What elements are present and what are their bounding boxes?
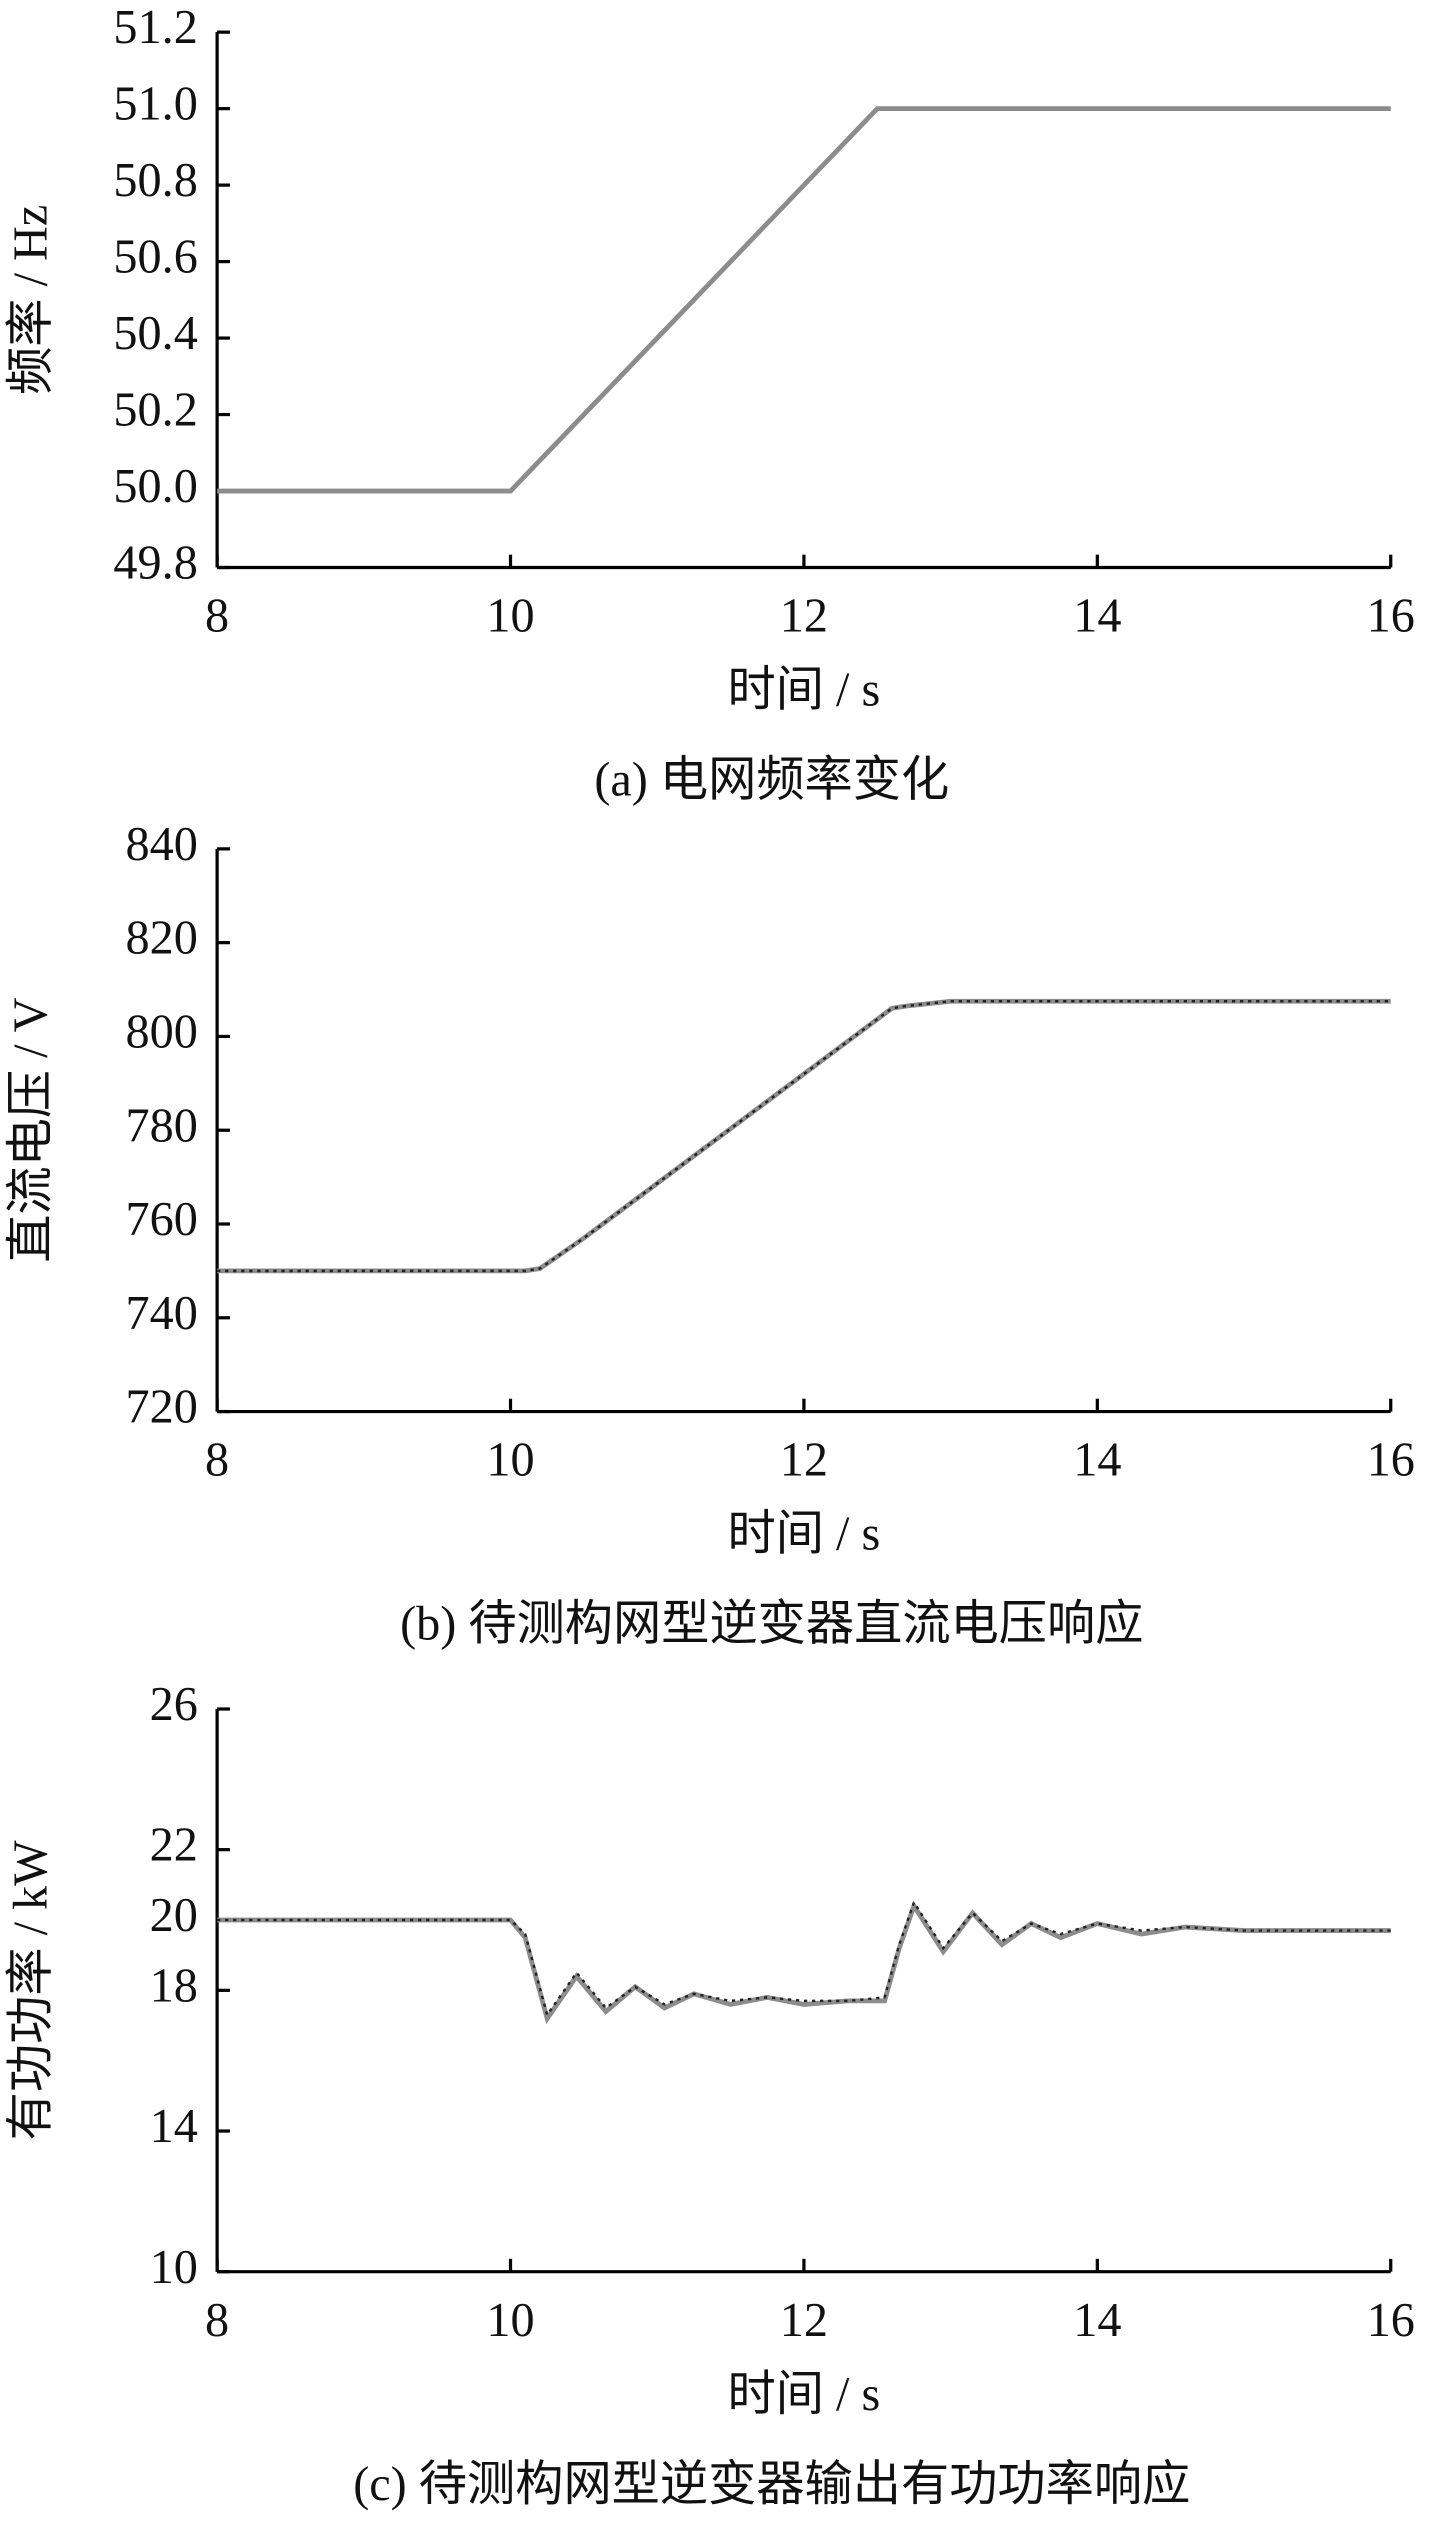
x-tick-label: 12 — [780, 590, 828, 643]
y-axis-label: 频率 / Hz — [5, 205, 58, 395]
data-line — [217, 1899, 1391, 2018]
x-tick-label: 8 — [205, 2294, 229, 2347]
y-axis-label: 直流电压 / V — [5, 997, 58, 1262]
data-line — [217, 1900, 1391, 2025]
x-tick-label: 14 — [1073, 590, 1121, 643]
x-axis-label: 时间 / s — [728, 1508, 881, 1561]
x-tick-label: 14 — [1073, 2294, 1121, 2347]
y-tick-label: 51.2 — [113, 1, 197, 54]
y-tick-label: 800 — [125, 1005, 197, 1058]
data-line — [217, 106, 1391, 494]
y-tick-label: 10 — [150, 2241, 198, 2294]
data-line — [217, 998, 1391, 1274]
x-tick-label: 12 — [780, 2294, 828, 2347]
y-tick-label: 740 — [125, 1287, 197, 1340]
y-tick-label: 780 — [125, 1099, 197, 1152]
x-axis-label: 时间 / s — [728, 664, 881, 717]
y-tick-label: 840 — [125, 818, 197, 871]
x-tick-label: 16 — [1367, 590, 1415, 643]
y-tick-label: 50.6 — [113, 231, 197, 284]
y-tick-label: 760 — [125, 1193, 197, 1246]
y-tick-label: 720 — [125, 1381, 197, 1434]
caption: (c) 待测构网型逆变器输出有功功率响应 — [353, 2458, 1190, 2511]
y-tick-label: 20 — [150, 1889, 198, 1942]
caption: (b) 待测构网型逆变器直流电压响应 — [400, 1598, 1143, 1651]
y-tick-label: 50.8 — [113, 154, 197, 207]
y-tick-label: 22 — [150, 1819, 198, 1872]
x-tick-label: 16 — [1367, 1434, 1415, 1487]
x-tick-label: 8 — [205, 590, 229, 643]
y-tick-label: 51.0 — [113, 78, 197, 131]
x-tick-label: 8 — [205, 1434, 229, 1487]
x-tick-label: 10 — [486, 1434, 534, 1487]
y-tick-label: 49.8 — [113, 537, 197, 590]
x-axis-label: 时间 / s — [728, 2368, 881, 2421]
y-tick-label: 14 — [150, 2100, 198, 2153]
x-tick-label: 10 — [486, 2294, 534, 2347]
y-tick-label: 50.4 — [113, 307, 197, 360]
x-tick-label: 16 — [1367, 2294, 1415, 2347]
y-axis-label: 有功功率 / kW — [5, 1840, 58, 2140]
y-tick-label: 50.0 — [113, 460, 197, 513]
y-tick-label: 50.2 — [113, 384, 197, 437]
y-tick-label: 18 — [150, 1959, 198, 2012]
x-tick-label: 14 — [1073, 1434, 1121, 1487]
y-tick-label: 26 — [150, 1678, 198, 1731]
x-tick-label: 12 — [780, 1434, 828, 1487]
x-tick-label: 10 — [486, 590, 534, 643]
y-tick-label: 820 — [125, 912, 197, 965]
data-line — [217, 1000, 1391, 1273]
caption: (a) 电网频率变化 — [594, 754, 949, 807]
